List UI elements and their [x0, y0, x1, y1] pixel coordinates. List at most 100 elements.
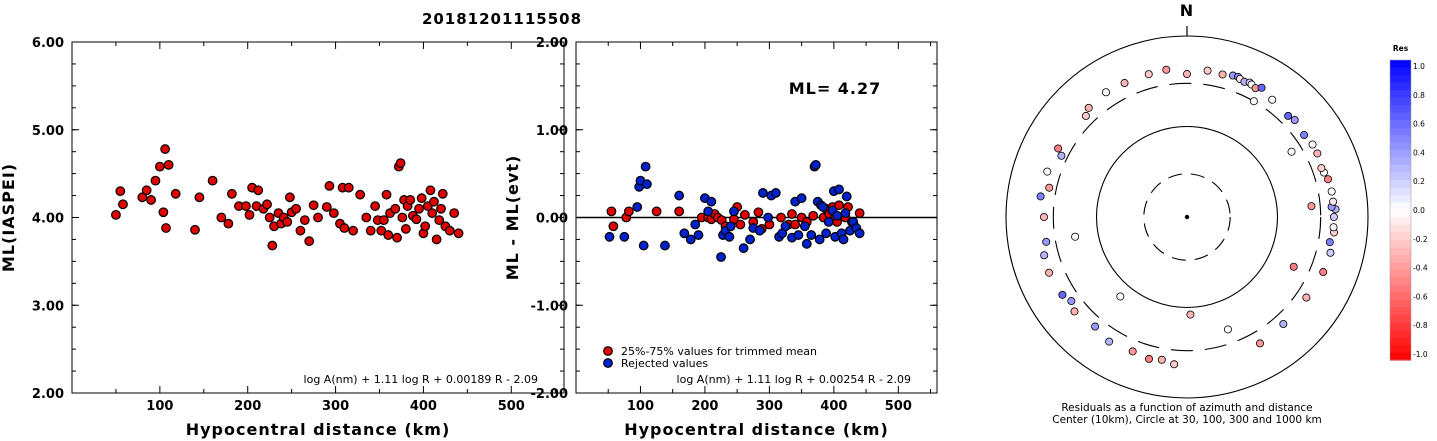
- colorbar-tick-label: -1.0: [1413, 350, 1428, 359]
- y-tick-label: -2.00: [531, 387, 568, 402]
- data-point: [690, 219, 701, 230]
- data-point: [810, 159, 821, 170]
- data-point: [226, 188, 237, 199]
- station-residual: [1325, 238, 1334, 247]
- data-point: [834, 200, 844, 211]
- station-residual: [1290, 115, 1299, 124]
- station-residual: [1042, 237, 1051, 246]
- colorbar-segment: [1390, 345, 1411, 354]
- colorbar-segment: [1390, 232, 1411, 241]
- station-residual: [1327, 187, 1336, 196]
- y-tick-label: 3.00: [32, 299, 64, 314]
- station-residual: [1081, 111, 1090, 120]
- colorbar-segment: [1390, 202, 1411, 211]
- data-point: [832, 210, 842, 221]
- station-residual: [1040, 212, 1049, 221]
- legend-marker: [603, 346, 613, 356]
- data-point: [190, 224, 200, 235]
- station-residual: [1268, 95, 1277, 104]
- data-point: [328, 208, 339, 219]
- formula-annotation: log A(nm) + 1.11 log R + 0.00189 R - 2.0…: [304, 373, 538, 386]
- data-point: [854, 208, 865, 219]
- station-residual: [1091, 322, 1100, 331]
- x-tick-label: 400: [820, 399, 847, 414]
- data-point: [146, 195, 156, 205]
- station-residual: [1249, 97, 1258, 106]
- data-point: [381, 189, 392, 200]
- data-point: [790, 219, 801, 230]
- y-tick-label: 5.00: [32, 124, 64, 139]
- distance-circle: [1143, 173, 1231, 261]
- data-point: [693, 230, 704, 240]
- data-point: [425, 185, 436, 196]
- data-point: [735, 219, 746, 230]
- x-tick-label: 500: [885, 399, 912, 414]
- data-point: [640, 161, 651, 172]
- data-point: [308, 200, 319, 211]
- station-residual: [1323, 175, 1332, 184]
- data-point: [282, 216, 293, 227]
- colorbar-segment: [1390, 60, 1411, 69]
- distance-circle: [1052, 82, 1322, 352]
- station-residual: [1070, 307, 1079, 316]
- data-point: [365, 225, 376, 236]
- data-point: [841, 191, 852, 202]
- polar-caption-line1: Residuals as a function of azimuth and d…: [1061, 402, 1312, 414]
- colorbar-tick-label: 0.4: [1413, 148, 1425, 157]
- data-point: [414, 203, 424, 214]
- data-point: [434, 215, 445, 226]
- data-point: [429, 196, 439, 207]
- data-point: [158, 207, 169, 218]
- colorbar-segment: [1390, 300, 1411, 309]
- data-point: [651, 206, 662, 217]
- station-residual: [1045, 268, 1054, 277]
- data-point: [739, 209, 750, 220]
- station-residual: [1223, 325, 1232, 334]
- data-point: [799, 221, 810, 232]
- station-residual: [1279, 320, 1288, 329]
- x-tick-label: 100: [627, 399, 654, 414]
- y-tick-label: -1.00: [531, 299, 568, 314]
- data-point: [604, 231, 615, 242]
- colorbar-segment: [1390, 105, 1411, 114]
- colorbar-segment: [1390, 180, 1411, 189]
- data-point: [436, 203, 446, 214]
- colorbar-segment: [1390, 255, 1411, 264]
- data-point: [118, 199, 128, 210]
- ml-residual-plot: 100 200 300 400 500 2.00 1.00 0.00 -1.00 -2.00 Hyp…: [503, 36, 938, 439]
- data-point: [632, 202, 643, 212]
- station-residual: [1319, 268, 1328, 277]
- station-residual: [1058, 290, 1067, 299]
- x-tick-label: 300: [756, 399, 783, 414]
- station-residual: [1255, 339, 1264, 348]
- colorbar-segment: [1390, 127, 1411, 136]
- colorbar-segment: [1390, 142, 1411, 151]
- station-residual: [1284, 111, 1293, 120]
- data-point: [716, 252, 726, 262]
- formula-annotation: log A(nm) + 1.11 log R + 0.00254 R - 2.0…: [677, 373, 911, 386]
- station-residual: [1186, 310, 1195, 319]
- colorbar-segment: [1390, 292, 1411, 301]
- colorbar-segment: [1390, 277, 1411, 286]
- colorbar-segment: [1390, 120, 1411, 129]
- colorbar-segment: [1390, 307, 1411, 316]
- station-residual: [1170, 360, 1179, 369]
- data-point: [453, 228, 464, 239]
- station-residual: [1307, 202, 1316, 211]
- north-label: N: [1180, 1, 1194, 20]
- colorbar-tick-label: -0.2: [1413, 235, 1428, 244]
- data-point: [376, 225, 387, 236]
- data-point: [150, 175, 161, 186]
- station-residual: [1071, 232, 1080, 241]
- data-point: [397, 212, 408, 223]
- data-point: [814, 234, 825, 245]
- station-residual: [1162, 65, 1171, 74]
- ml-value-label: ML= 4.27: [789, 79, 882, 98]
- epicenter-dot: [1184, 214, 1190, 220]
- data-point: [170, 188, 181, 199]
- data-point: [787, 209, 797, 219]
- y-tick-label: 2.00: [32, 387, 64, 402]
- data-point: [619, 231, 630, 242]
- colorbar-segment: [1390, 150, 1411, 159]
- data-point: [608, 221, 619, 232]
